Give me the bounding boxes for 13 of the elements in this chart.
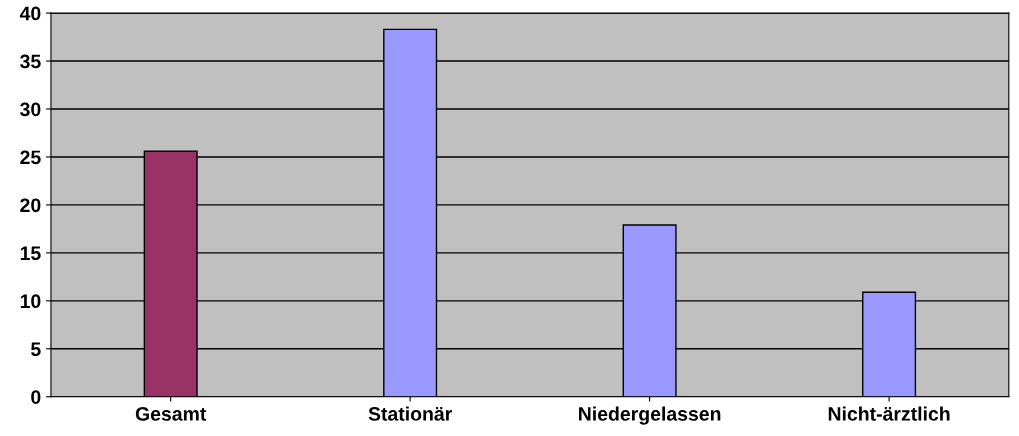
y-tick-label: 5 bbox=[31, 342, 41, 357]
x-tick-label: Nicht-ärztlich bbox=[828, 406, 950, 421]
y-tick-label: 35 bbox=[20, 54, 41, 69]
y-tick-label: 40 bbox=[19, 6, 41, 21]
x-tick-label: Stationär bbox=[368, 406, 452, 421]
y-tick-label: 10 bbox=[20, 294, 41, 309]
y-tick-label: 15 bbox=[20, 246, 41, 261]
y-tick-label: 25 bbox=[20, 150, 41, 165]
y-tick-label: 30 bbox=[20, 102, 41, 117]
y-tick-label: 20 bbox=[20, 198, 41, 213]
x-tick-label: Gesamt bbox=[135, 407, 207, 421]
y-tick-label: 0 bbox=[31, 390, 41, 404]
x-tick-label: Niedergelassen bbox=[579, 406, 721, 425]
